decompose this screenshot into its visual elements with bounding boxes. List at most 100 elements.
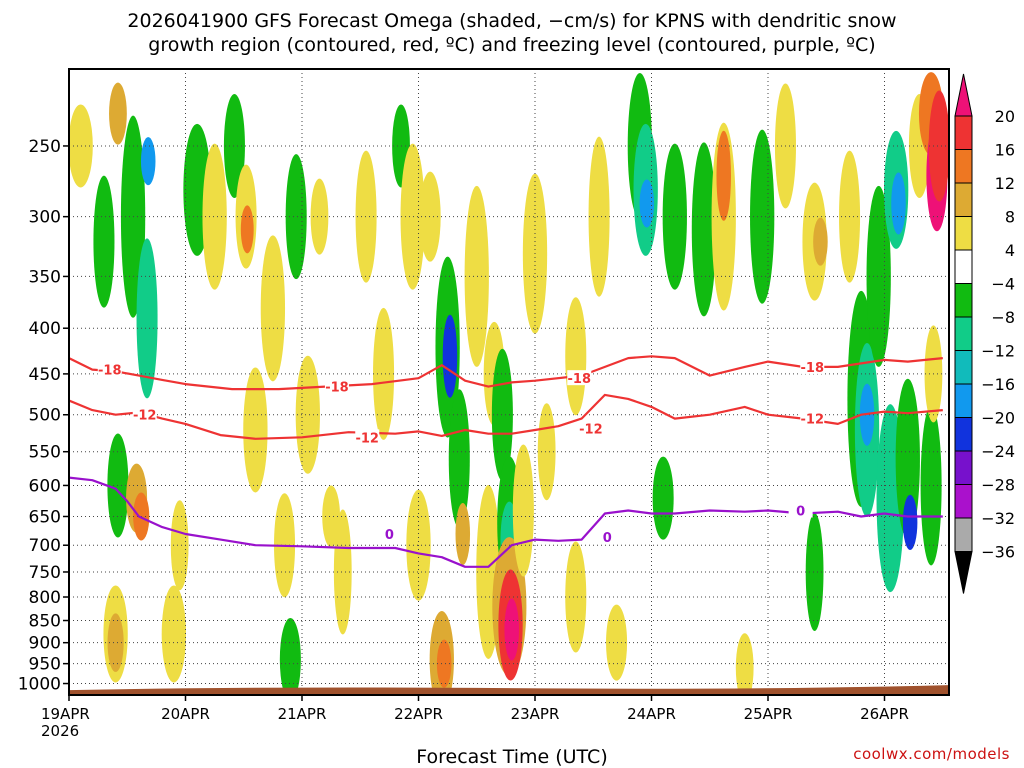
terrain-fill	[69, 685, 949, 695]
colorbar-label: −12	[981, 342, 1015, 361]
omega-shade	[279, 618, 301, 695]
colorbar-cap-bottom	[954, 551, 973, 594]
chart-title-line2: growth region (contoured, red, ºC) and f…	[148, 34, 876, 56]
colorbar-label: 12	[995, 174, 1015, 193]
y-tick-label: 500	[29, 406, 61, 426]
omega-shade	[448, 389, 470, 529]
contour-label-bg	[132, 406, 157, 422]
contour-label: -18	[98, 364, 122, 379]
omega-shade	[716, 130, 731, 221]
colorbar-label: 8	[1005, 208, 1015, 227]
contour-label: -18	[568, 372, 592, 387]
colorbar-swatch	[954, 383, 973, 418]
colorbar-swatch	[954, 149, 973, 184]
contour-label: -12	[355, 431, 379, 446]
omega-shade	[920, 405, 942, 566]
omega-shade	[240, 205, 254, 254]
x-tick-label: 24APR	[627, 705, 676, 723]
omega-shading	[69, 72, 949, 695]
omega-shade	[512, 444, 534, 577]
contour-label: -18	[325, 381, 349, 396]
contour-label-bg	[800, 358, 825, 374]
x-tick-label: 23APR	[511, 705, 560, 723]
omega-shade	[333, 509, 352, 635]
omega-shade	[322, 485, 341, 548]
colorbar-swatch	[954, 484, 973, 519]
y-tick-label: 900	[29, 634, 61, 654]
y-tick-label: 350	[29, 267, 61, 287]
colorbar-label: −28	[981, 476, 1015, 495]
omega-shade	[902, 494, 918, 550]
omega-shade	[691, 142, 717, 317]
colorbar-label: −36	[981, 543, 1015, 562]
colorbar-label: 20	[995, 107, 1015, 126]
colorbar-swatch	[954, 417, 973, 452]
contour-label-bg	[800, 410, 825, 426]
omega-shade	[170, 500, 189, 591]
colorbar-swatch	[954, 316, 973, 351]
contour-label-bg	[595, 528, 620, 544]
omega-shade	[285, 154, 307, 280]
omega-shade	[639, 179, 655, 228]
contour-label: 0	[796, 504, 805, 519]
omega-shade	[504, 598, 519, 661]
omega-shade	[735, 633, 754, 695]
x-tick-label: 26APR	[860, 705, 909, 723]
temperature-contours: -18 -18 -18 -18 -12 -12 -12 -12 0 0 0	[69, 355, 943, 568]
omega-shade	[928, 90, 949, 202]
omega-shade	[813, 217, 828, 266]
x-tick-label: 19APR	[41, 705, 90, 723]
omega-shade	[140, 137, 156, 186]
contour-line	[69, 393, 943, 440]
colorbar-label: −20	[981, 409, 1015, 428]
colorbar-swatch	[954, 350, 973, 385]
omega-shade	[93, 175, 115, 308]
y-tick-label: 850	[29, 612, 61, 632]
colorbar-swatch	[954, 216, 973, 251]
x-tick-label: 21APR	[278, 705, 327, 723]
y-tick-label: 1000	[18, 675, 61, 695]
surface-terrain	[69, 685, 949, 695]
colorbar: 20 16 12 8 4 −4 −8 −12 −16 −20 −24 −28 −32 −36	[954, 73, 1015, 594]
plot-border	[68, 68, 950, 696]
contour-label: -18	[801, 361, 825, 376]
omega-shade	[107, 613, 124, 672]
contour-label: 0	[385, 528, 394, 543]
omega-shade	[310, 178, 329, 255]
omega-shade	[895, 378, 920, 539]
omega-shade	[455, 502, 471, 565]
colorbar-label: −32	[981, 509, 1015, 528]
colorbar-label: −4	[991, 275, 1015, 294]
omega-shade	[652, 456, 674, 540]
contour-label-bg	[324, 378, 349, 394]
contour-label: -12	[579, 422, 603, 437]
colorbar-label: 16	[995, 141, 1015, 160]
omega-shade	[662, 143, 687, 290]
contour-label: 0	[603, 531, 612, 546]
x-tick-label: 20APR	[161, 705, 210, 723]
omega-shade	[243, 367, 268, 493]
omega-shade	[606, 604, 628, 681]
omega-shade	[202, 143, 227, 290]
omega-shade	[355, 150, 377, 283]
colorbar-label: −24	[981, 442, 1015, 461]
contour-label-bg	[97, 361, 122, 377]
colorbar-swatch	[954, 115, 973, 150]
omega-shade	[442, 314, 458, 398]
omega-shade	[223, 93, 245, 198]
y-tick-label: 650	[29, 507, 61, 527]
contour-label-bg	[355, 429, 380, 445]
contour-label-bg	[788, 502, 813, 518]
credit-text: coolwx.com/models	[853, 745, 1010, 763]
omega-shade	[373, 307, 395, 440]
omega-shade	[537, 403, 556, 501]
contour-label: -12	[133, 409, 157, 424]
y-tick-label: 600	[29, 476, 61, 496]
omega-shade	[891, 172, 906, 235]
omega-shade	[565, 541, 587, 653]
colorbar-label: −16	[981, 375, 1015, 394]
y-tick-label: 450	[29, 365, 61, 385]
x-tick-label: 22APR	[394, 705, 443, 723]
